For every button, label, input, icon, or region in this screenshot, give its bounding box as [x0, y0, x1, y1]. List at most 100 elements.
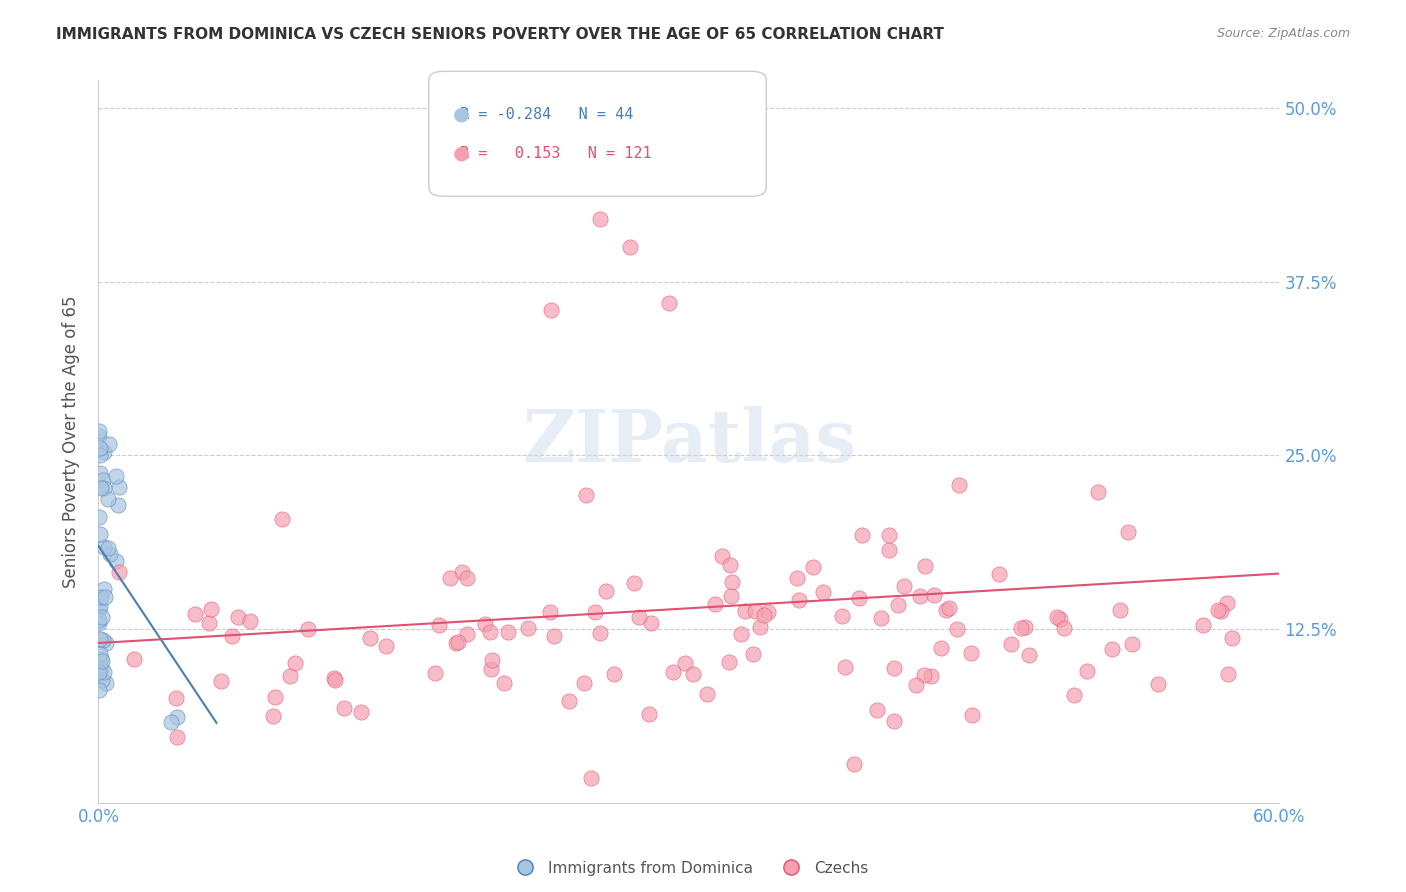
Czechs	[1206, 603, 1229, 617]
Immigrants from Dominica	[90, 481, 112, 495]
Czechs	[558, 694, 581, 708]
Immigrants from Dominica	[93, 444, 115, 458]
Immigrants from Dominica	[90, 654, 112, 668]
Czechs	[744, 604, 766, 618]
Immigrants from Dominica	[89, 648, 111, 662]
Czechs	[474, 617, 496, 632]
Czechs	[637, 706, 659, 721]
Czechs	[543, 629, 565, 643]
Czechs	[581, 772, 603, 786]
Czechs	[1211, 604, 1233, 618]
Czechs	[734, 604, 756, 618]
Czechs	[456, 627, 478, 641]
Czechs	[948, 478, 970, 492]
Immigrants from Dominica	[89, 632, 111, 647]
Immigrants from Dominica	[89, 428, 111, 442]
Czechs	[640, 615, 662, 630]
Czechs	[423, 665, 446, 680]
Czechs	[1192, 617, 1215, 632]
Czechs	[166, 690, 188, 705]
Czechs	[226, 610, 249, 624]
Czechs	[479, 662, 502, 676]
Czechs	[920, 668, 942, 682]
Immigrants from Dominica	[89, 665, 111, 679]
Czechs	[922, 588, 945, 602]
Czechs	[589, 626, 612, 640]
Immigrants from Dominica	[89, 449, 111, 463]
Immigrants from Dominica	[89, 526, 111, 541]
Czechs	[447, 635, 470, 649]
Czechs	[333, 701, 356, 715]
Czechs	[718, 558, 741, 573]
Immigrants from Dominica	[96, 675, 118, 690]
Immigrants from Dominica	[89, 683, 111, 698]
Czechs	[721, 574, 744, 589]
Czechs	[572, 676, 595, 690]
Czechs	[914, 558, 936, 573]
Czechs	[704, 598, 727, 612]
Immigrants from Dominica	[160, 715, 183, 730]
Czechs	[478, 624, 501, 639]
Czechs	[538, 605, 561, 619]
Immigrants from Dominica	[91, 473, 114, 487]
Immigrants from Dominica	[94, 636, 117, 650]
Czechs	[451, 566, 474, 580]
Immigrants from Dominica	[90, 673, 112, 687]
Czechs	[730, 626, 752, 640]
Czechs	[787, 592, 810, 607]
Czechs	[122, 652, 145, 666]
Czechs	[623, 576, 645, 591]
Czechs	[619, 240, 641, 254]
Czechs	[1063, 688, 1085, 702]
Czechs	[883, 714, 905, 728]
Czechs	[494, 676, 516, 690]
Czechs	[446, 636, 468, 650]
Czechs	[1216, 667, 1239, 681]
Text: ●: ●	[453, 104, 470, 124]
Czechs	[540, 302, 562, 317]
Immigrants from Dominica	[91, 610, 114, 624]
Czechs	[439, 571, 461, 585]
Czechs	[813, 584, 835, 599]
Czechs	[323, 673, 346, 687]
Czechs	[1053, 621, 1076, 635]
Czechs	[1216, 596, 1239, 610]
Czechs	[263, 690, 285, 704]
Immigrants from Dominica	[89, 599, 111, 613]
Immigrants from Dominica	[105, 554, 128, 568]
Immigrants from Dominica	[89, 509, 111, 524]
Czechs	[374, 640, 396, 654]
Immigrants from Dominica	[89, 613, 111, 627]
Czechs	[938, 601, 960, 615]
Czechs	[603, 667, 626, 681]
Czechs	[107, 565, 129, 579]
Text: ●: ●	[453, 144, 470, 163]
Czechs	[496, 625, 519, 640]
Czechs	[962, 707, 984, 722]
Immigrants from Dominica	[108, 480, 131, 494]
Immigrants from Dominica	[89, 442, 111, 456]
Text: ZIPatlas: ZIPatlas	[522, 406, 856, 477]
Czechs	[1076, 664, 1098, 678]
Czechs	[1010, 622, 1032, 636]
Immigrants from Dominica	[90, 652, 112, 666]
Czechs	[628, 610, 651, 624]
Czechs	[877, 543, 900, 558]
Czechs	[752, 607, 775, 622]
Czechs	[575, 487, 598, 501]
Text: Source: ZipAtlas.com: Source: ZipAtlas.com	[1216, 27, 1350, 40]
Czechs	[1049, 612, 1071, 626]
Czechs	[695, 687, 717, 701]
Czechs	[887, 599, 910, 613]
Czechs	[851, 528, 873, 542]
Czechs	[184, 607, 207, 621]
Czechs	[200, 602, 222, 616]
Immigrants from Dominica	[93, 541, 115, 555]
Czechs	[359, 631, 381, 645]
Text: IMMIGRANTS FROM DOMINICA VS CZECH SENIORS POVERTY OVER THE AGE OF 65 CORRELATION: IMMIGRANTS FROM DOMINICA VS CZECH SENIOR…	[56, 27, 945, 42]
Czechs	[262, 709, 284, 723]
Czechs	[1220, 631, 1243, 645]
Immigrants from Dominica	[89, 616, 111, 631]
Czechs	[801, 560, 824, 574]
Czechs	[959, 646, 981, 660]
